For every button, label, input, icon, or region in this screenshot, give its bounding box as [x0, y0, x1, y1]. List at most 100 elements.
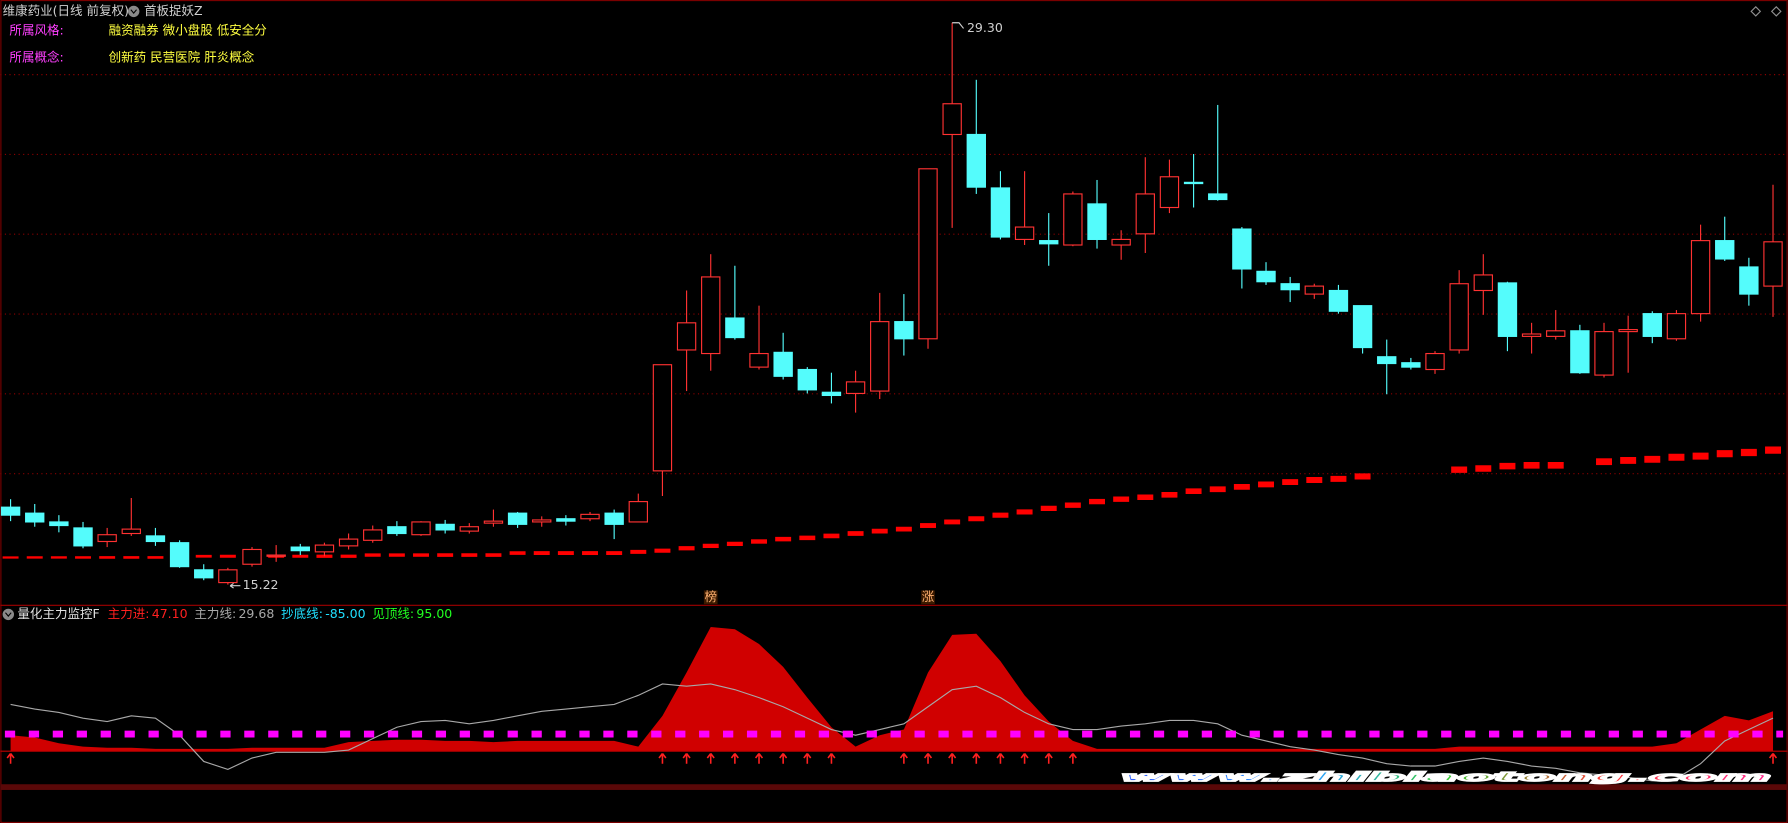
- signal-arrow: [779, 752, 788, 764]
- watermark: www.zhibiaotong.com: [1121, 769, 1771, 784]
- candle-body: [942, 103, 962, 136]
- candle-body: [1618, 329, 1638, 333]
- candle-body: [459, 526, 479, 532]
- candle-body: [1377, 356, 1397, 365]
- candle-body: [314, 544, 335, 553]
- candle-body: [338, 538, 359, 547]
- candle-body: [532, 519, 552, 523]
- info-value: 融资融券 微小盘股 低安全分: [109, 22, 268, 37]
- candle-body: [1546, 330, 1566, 337]
- candle-body: [1014, 226, 1035, 240]
- candle-body: [894, 321, 914, 340]
- candle-body: [145, 535, 166, 543]
- candle-body: [1063, 193, 1083, 246]
- candle-body: [1425, 352, 1445, 371]
- readout-value: 29.68: [238, 606, 274, 621]
- candle-body: [1111, 238, 1131, 246]
- main-force-line: [10, 683, 1774, 782]
- candle-body: [604, 512, 624, 525]
- dropdown-icon[interactable]: [127, 5, 140, 18]
- marker-box: [921, 590, 935, 605]
- candle-body: [1352, 305, 1373, 349]
- readout-value: 95.00: [416, 606, 452, 621]
- candle-body: [628, 501, 648, 523]
- candle-body: [507, 512, 528, 525]
- candle-body: [676, 322, 697, 351]
- candle-body: [1739, 266, 1759, 295]
- signal-arrow: [658, 752, 667, 764]
- candle-body: [1449, 283, 1469, 351]
- signal-arrow: [827, 752, 836, 764]
- candle-body: [1521, 333, 1542, 337]
- candle-body: [1328, 289, 1349, 312]
- annotation-pointer: [229, 582, 241, 589]
- candle-body: [749, 352, 769, 368]
- indicator-band: [0, 784, 1788, 790]
- readout-value: 47.10: [152, 606, 188, 621]
- candle-body: [652, 364, 673, 472]
- candle-body: [169, 542, 190, 568]
- candle-body: [1256, 270, 1276, 283]
- signal-arrow: [803, 752, 812, 764]
- candle-body: [1208, 193, 1228, 201]
- candle-body: [387, 526, 407, 535]
- dropdown-chevron: [5, 612, 12, 618]
- candle-body: [1690, 240, 1711, 315]
- dropdown-chevron: [130, 9, 137, 14]
- candle-body: [580, 513, 600, 520]
- candle-body: [49, 521, 69, 527]
- candle-body: [990, 187, 1011, 238]
- annotation-label: 15.22: [243, 577, 279, 592]
- info-label: 所属概念:: [9, 50, 63, 65]
- candle-body: [97, 534, 117, 543]
- candle-body: [242, 548, 262, 565]
- signal-arrow: [730, 752, 739, 764]
- window-icons[interactable]: [1750, 6, 1782, 17]
- readout-name: 主力线:: [194, 606, 236, 621]
- candle-body: [725, 317, 745, 339]
- candle-body: [1232, 228, 1252, 270]
- candle-body: [121, 528, 141, 535]
- candle-body: [1497, 282, 1518, 337]
- marker-label: 涨: [922, 589, 935, 604]
- info-label: 所属风格:: [9, 22, 63, 37]
- candle-body: [797, 368, 817, 391]
- candle-body: [1594, 331, 1614, 376]
- candle-body: [1159, 176, 1180, 209]
- candle-body: [411, 521, 431, 536]
- marker-label: 榜: [704, 589, 717, 604]
- dropdown-icon[interactable]: [2, 608, 15, 621]
- signal-arrow: [682, 752, 691, 764]
- candle-body: [1087, 203, 1107, 240]
- candle-body: [1642, 313, 1662, 337]
- signal-arrow: [754, 752, 764, 764]
- candle-body: [1401, 362, 1421, 368]
- signal-arrow: [1044, 752, 1053, 764]
- candle-body: [1304, 285, 1324, 295]
- signal-arrow: [948, 752, 957, 764]
- candle-body: [1280, 283, 1300, 291]
- signal-arrow: [1768, 752, 1778, 764]
- candle-body: [966, 133, 986, 188]
- candle-body: [1473, 274, 1493, 292]
- signal-arrow: [996, 752, 1005, 764]
- candle-body: [1763, 241, 1783, 287]
- candle-body: [1715, 240, 1735, 260]
- annotation-label: 29.30: [967, 20, 1003, 35]
- indicator-title: 量化主力监控F: [17, 606, 99, 621]
- signal-arrow: [923, 752, 933, 764]
- candle-body: [556, 518, 576, 522]
- candle-body: [266, 554, 286, 557]
- candle-body: [845, 381, 866, 395]
- candle-body: [73, 527, 93, 547]
- signal-arrow: [972, 752, 981, 764]
- readout-name: 见顶线:: [372, 606, 414, 621]
- indicator-name: 首板捉妖Z: [144, 3, 203, 18]
- candle-body: [435, 523, 455, 531]
- signal-arrow: [899, 752, 908, 764]
- candle-body: [218, 569, 238, 584]
